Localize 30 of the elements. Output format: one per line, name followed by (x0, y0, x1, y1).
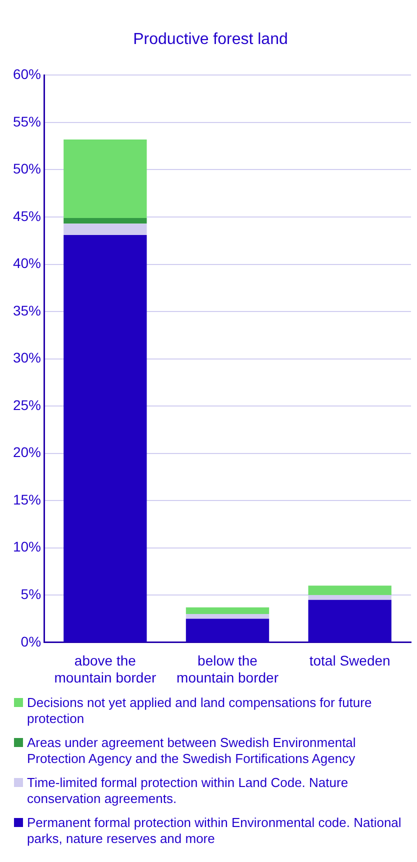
bar (64, 139, 147, 218)
y-tick-label: 40% (12, 255, 42, 272)
bar (186, 614, 270, 619)
x-tick-label: total Sweden (309, 652, 390, 669)
y-tick-label: 60% (12, 66, 42, 82)
legend-label: Areas under agreement between Swedish Environmental Protection Agency and the Swedish Fortifications Agency (27, 735, 357, 767)
y-tick-label: 20% (12, 444, 42, 460)
y-tick-label: 15% (12, 491, 42, 508)
x-tick-label: below the mountain border (176, 652, 279, 686)
y-tick-label: 55% (12, 113, 42, 130)
y-tick-label: 25% (12, 396, 42, 413)
legend-label: Time-limited formal protection within Land Code. Nature conservation agreements. (27, 775, 350, 807)
x-tick-label: above the mountain border (54, 652, 156, 686)
bar (64, 234, 147, 642)
y-tick-label: 30% (12, 350, 42, 366)
y-tick-label: 50% (12, 160, 42, 177)
bar (186, 618, 270, 642)
legend-label: Permanent formal protection within Environmental code. National parks, nature reserves and more (27, 815, 402, 847)
legend-label: Decisions not yet applied and land compensations for future protection (27, 695, 373, 727)
y-tick-label: 10% (12, 538, 42, 555)
y-tick-label: 0% (20, 633, 42, 650)
bar (308, 600, 392, 642)
y-tick-label: 5% (20, 586, 42, 602)
bar (308, 586, 392, 596)
bar (64, 218, 147, 224)
y-tick-label: 35% (12, 302, 42, 318)
chart-title: Productive forest land (133, 31, 288, 48)
bar (64, 224, 147, 235)
y-tick-label: 45% (12, 208, 42, 224)
bar (186, 607, 270, 614)
